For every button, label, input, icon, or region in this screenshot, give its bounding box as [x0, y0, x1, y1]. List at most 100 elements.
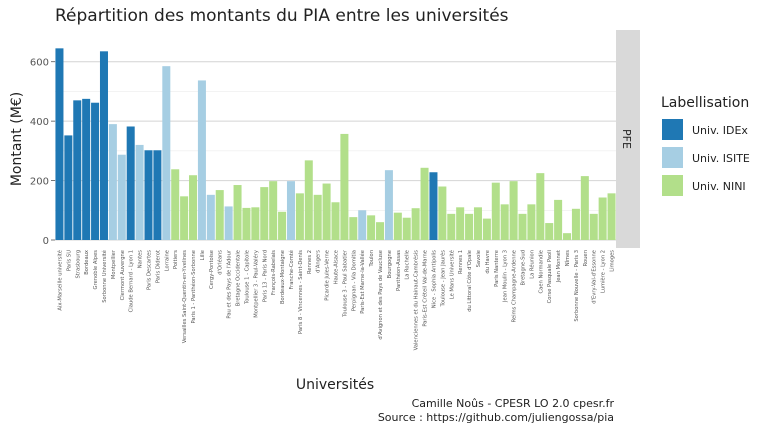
legend-swatch-idex	[662, 119, 683, 140]
x-tick-label: Paris-Est Marne-la-Vallée	[359, 250, 366, 314]
facet-strip	[616, 30, 640, 248]
x-tick-label: d'Orléans	[217, 250, 224, 275]
bar	[55, 48, 64, 240]
x-tick-label: Panthéon-Assas	[395, 250, 402, 291]
x-tick-label: Bordeaux	[84, 250, 90, 275]
bar	[518, 213, 527, 240]
bar	[465, 213, 474, 240]
x-tick-label: Aix-Marseille université	[57, 250, 64, 311]
bar	[598, 197, 607, 240]
x-tick-label: Caen Normandie	[538, 250, 544, 293]
x-tick-label: Paris-Est Créteil Val-de-Marne	[422, 250, 429, 327]
x-tick-label: Toulon	[369, 250, 375, 268]
y-axis-title: Montant (M€)	[9, 92, 25, 186]
bar	[171, 169, 180, 240]
x-tick-label: Rennes 2	[307, 250, 313, 274]
x-tick-label: Toulouse 1 - Capitole	[245, 250, 251, 305]
bar	[500, 204, 509, 240]
bar	[117, 154, 126, 240]
legend-label-isite: Univ. ISITE	[692, 152, 750, 165]
x-axis-title: Universités	[296, 377, 374, 393]
x-tick-label: Nice - Sophia Antipolis	[432, 250, 438, 309]
x-tick-label: Franche-Comté	[288, 250, 295, 289]
bar	[384, 170, 393, 240]
bar	[278, 211, 287, 240]
bar	[144, 150, 153, 240]
bar	[571, 208, 580, 240]
x-axis-ticks: Aix-Marseille université Paris SU Strasbou…	[57, 249, 616, 350]
bar	[135, 144, 144, 240]
bar	[580, 176, 589, 240]
bar	[162, 66, 171, 241]
y-tick-label: 200	[30, 177, 49, 188]
legend-swatch-isite	[662, 147, 683, 168]
x-tick-label: Jean Monnet	[556, 250, 562, 283]
bar	[295, 193, 304, 240]
bar	[126, 126, 135, 240]
x-tick-label: Poitiers	[173, 250, 179, 269]
bar	[429, 172, 438, 240]
x-tick-label: Bordeaux-Montaigne	[280, 250, 286, 304]
x-tick-label: Limoges	[610, 250, 616, 272]
bar	[527, 204, 536, 240]
x-tick-label: Toulouse - Jean Jaurès	[439, 250, 446, 308]
bar	[589, 213, 598, 240]
y-axis-ticks: 0 200 400 600	[30, 58, 55, 247]
x-tick-label: Paris Nanterre	[494, 250, 500, 287]
bar	[206, 194, 215, 240]
bar	[607, 193, 616, 240]
bar	[349, 217, 358, 240]
bar	[509, 181, 518, 240]
x-tick-label: Pau et des Pays de l'Adour	[227, 249, 233, 318]
x-tick-label: Versailles Saint-Quentin-en-Yvelines	[182, 250, 188, 344]
x-tick-label: Rennes 1	[458, 250, 464, 274]
x-tick-label: d'Angers	[316, 250, 322, 273]
bar	[304, 160, 313, 240]
x-tick-label: Sorbonne Nouvelle - Paris 3	[574, 250, 580, 322]
bar	[545, 223, 554, 240]
bar	[242, 207, 251, 240]
bar	[367, 215, 376, 240]
x-tick-label: Paris 8 - Vincennes - Saint-Denis	[298, 250, 304, 334]
bar	[438, 186, 447, 240]
bar	[473, 207, 482, 240]
bars	[55, 48, 616, 241]
y-tick-label: 0	[43, 236, 49, 247]
legend: Univ. IDEx Univ. ISITE Univ. NINI	[662, 119, 750, 196]
x-tick-label: La Rochelle	[405, 250, 411, 280]
bar	[420, 167, 429, 240]
y-tick-label: 400	[30, 117, 49, 128]
bar	[82, 98, 91, 240]
bar	[251, 207, 260, 240]
legend-label-idex: Univ. IDEx	[692, 124, 748, 137]
bar	[331, 202, 340, 240]
x-tick-label: Grenoble Alpes	[93, 250, 99, 290]
x-tick-label: Lumière - Lyon 2	[600, 250, 607, 293]
x-tick-label: François-Rabelais	[271, 250, 277, 295]
bar	[64, 135, 73, 240]
bar	[411, 208, 420, 240]
bar	[402, 217, 411, 240]
bar	[313, 194, 322, 240]
x-tick-label: Savoie	[476, 250, 482, 267]
bar	[153, 150, 162, 240]
bar	[269, 181, 278, 240]
caption-source: Source : https://github.com/juliengossa/…	[378, 411, 614, 424]
x-tick-label: Montpellier	[111, 249, 117, 279]
legend-swatch-nini	[662, 175, 683, 196]
x-tick-label: d'Evry-Val-d'Essonne	[592, 250, 598, 304]
legend-label-nini: Univ. NINI	[692, 180, 746, 193]
x-tick-label: Valenciennes et du Hainaut-Cambrésis	[413, 250, 420, 351]
x-tick-label: Reims Champagne-Ardenne	[512, 250, 518, 322]
x-tick-label: Perpignan - Via Domitia	[351, 250, 357, 311]
bar	[393, 212, 402, 240]
x-tick-label: du Littoral Côte d'Opale	[466, 250, 473, 312]
bar	[197, 80, 206, 240]
bar	[322, 183, 331, 240]
x-tick-label: Rouen	[583, 250, 589, 266]
x-tick-label: Montpellier 3 - Paul-Valéry	[252, 250, 259, 318]
x-tick-label: Paris Diderot	[155, 250, 161, 283]
x-tick-label: Nantes	[138, 250, 144, 269]
x-tick-label: Nîmes	[564, 250, 571, 267]
